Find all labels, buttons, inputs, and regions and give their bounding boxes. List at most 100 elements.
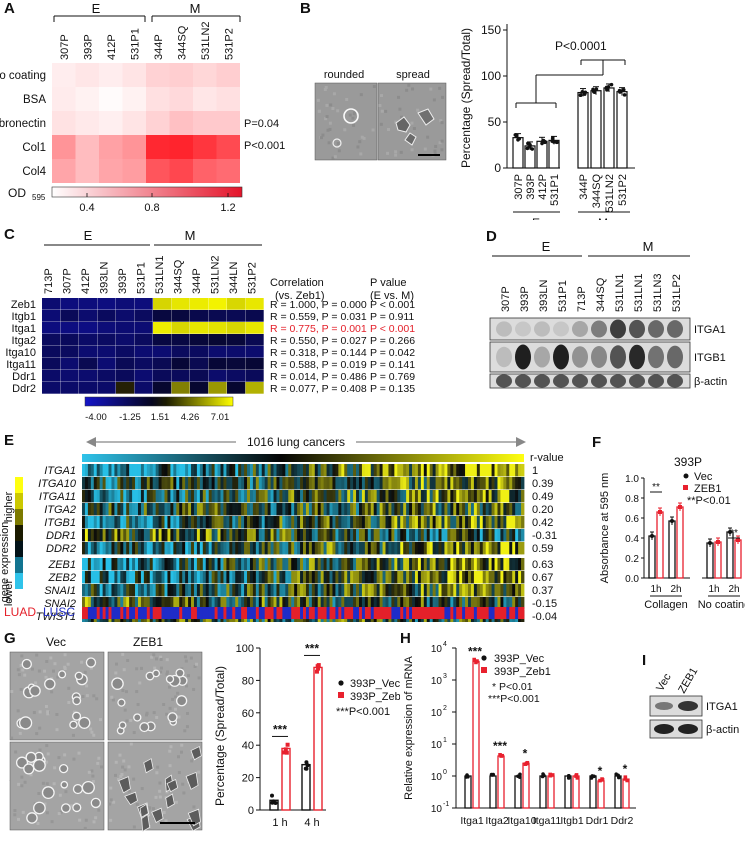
expression-cell [344,529,348,542]
expression-cell [406,571,410,584]
expression-cell [485,597,490,610]
bar [539,775,547,809]
blot-band [610,319,626,339]
expression-cell [497,584,501,597]
expression-cell [297,477,301,490]
expression-cell [164,558,168,571]
texture-speck [111,698,115,702]
expression-cell [403,558,407,571]
expression-cell [485,490,490,503]
expression-cell [320,571,325,584]
expression-cell [258,558,263,571]
expression-cell [146,477,151,490]
texture-speck [329,103,333,107]
texture-speck [398,107,402,111]
expression-cell [394,464,398,477]
expression-cell [468,558,472,571]
significance-note-2: ***P<0.001 [488,693,540,705]
heatmap-cell [75,63,99,87]
expression-cell [199,516,204,529]
heatmap-cell [171,346,190,358]
panel-letter-d: D [486,228,497,245]
expression-cell [417,477,422,490]
spread-cell [417,108,435,126]
expression-cell [512,464,516,477]
expression-cell [167,542,171,555]
x-tick-label: 1 h [272,817,287,829]
texture-speck [52,782,56,786]
expression-cell [308,464,313,477]
bar [497,755,505,809]
colorbar-tick-label: 4.26 [181,412,200,423]
expression-cell [435,558,439,571]
histology-cell [500,607,504,619]
expression-cell [193,503,198,516]
heatmap-cell [116,346,135,358]
expression-cell [111,490,115,503]
expression-cell [444,464,448,477]
histology-cell [391,607,395,619]
expression-cell [338,503,342,516]
data-point [525,760,530,765]
expression-cell [140,558,145,571]
legend-zeb1: 393P_Zeb1 [350,691,400,703]
expression-cell [353,584,357,597]
texture-speck [440,139,444,143]
texture-speck [45,811,49,815]
blot-label: β-actin [694,376,727,388]
expression-cell [129,464,133,477]
bar [676,506,684,579]
expression-cell [509,490,513,503]
texture-speck [21,810,25,814]
expression-cell [482,558,487,571]
expression-cell [185,516,189,529]
expression-cell [267,477,271,490]
expression-cell [370,558,375,571]
texture-speck [63,653,67,657]
expression-cell [432,503,436,516]
expression-cell [423,529,428,542]
gene-label: ITGA11 [39,491,76,503]
expression-cell [291,529,295,542]
expression-cell [491,477,495,490]
rounded-cell [41,786,55,800]
legend-marker-zeb1 [481,667,487,673]
texture-speck [145,711,149,715]
expression-cell [170,542,174,555]
expression-cell [188,597,192,610]
histology-cell [167,607,171,619]
expression-cell [497,597,501,610]
heatmap-cell [171,382,190,394]
y-axis-label: Percentage (Spread/Total) [459,28,473,168]
expression-cell [479,490,484,503]
expression-cell [417,597,422,610]
expression-cell [205,477,210,490]
expression-cell [308,571,313,584]
expression-cell [264,516,269,529]
expression-cell [423,516,428,529]
rounded-cell [23,763,35,775]
pvalue-value: P = 0.769 [370,371,415,383]
texture-speck [183,655,187,659]
expression-cell [294,558,298,571]
expression-cell [132,503,136,516]
histology-cell [497,607,501,619]
expression-cell [297,529,301,542]
expression-cell [114,542,118,555]
expression-cell [132,516,136,529]
expression-cell [420,503,425,516]
expression-cell [93,584,98,597]
expression-cell [347,558,351,571]
rounded-cell [81,780,95,795]
expression-cell [429,558,434,571]
expression-cell [99,584,104,597]
expression-cell [341,542,345,555]
expression-cell [226,529,230,542]
y-tick-label: 20 [242,773,254,785]
expression-cell [270,490,274,503]
column-label: 531P1 [136,262,148,294]
expression-cell [179,597,183,610]
data-point [464,775,468,779]
expression-cell [364,571,369,584]
